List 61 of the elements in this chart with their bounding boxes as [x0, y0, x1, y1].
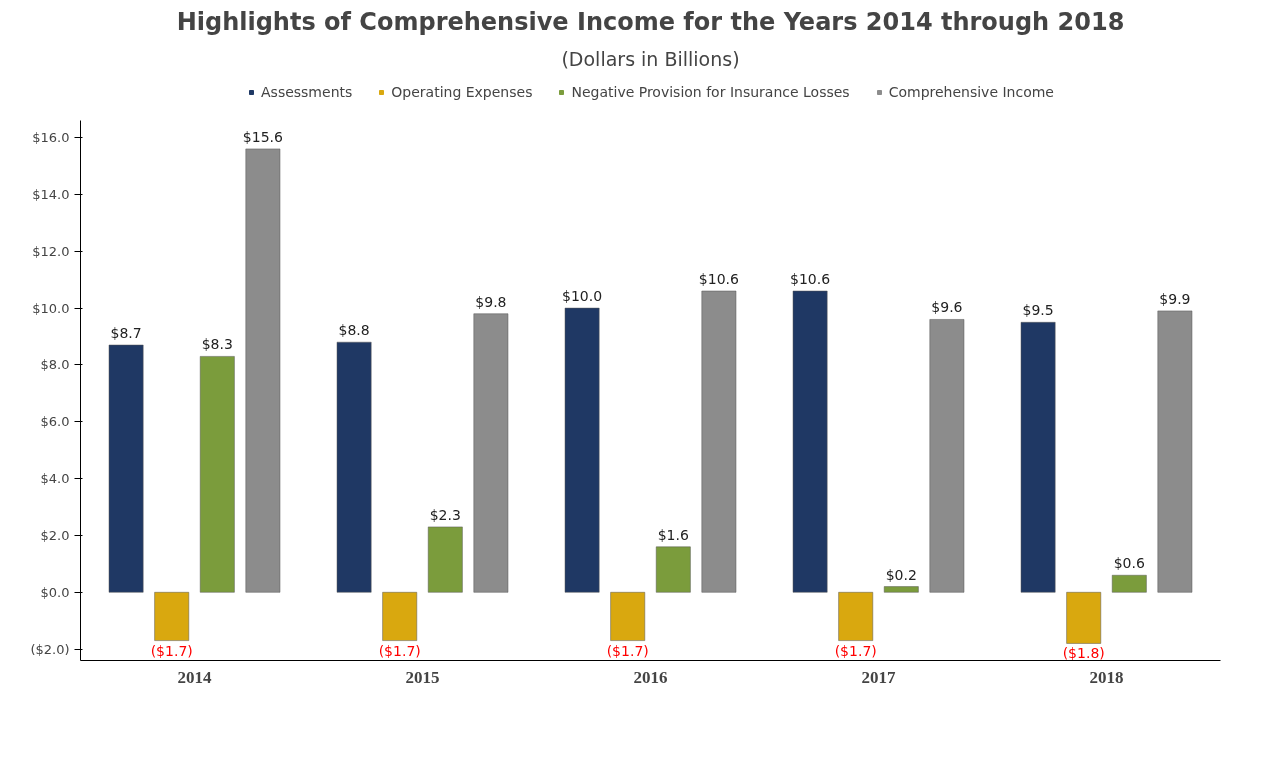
data-label: $0.2	[885, 566, 917, 583]
data-label: ($1.7)	[606, 642, 649, 659]
y-tick-label: $4.0	[40, 471, 70, 487]
data-label: $8.3	[201, 336, 233, 353]
legend-label: Negative Provision for Insurance Losses	[571, 84, 850, 100]
legend-label: Comprehensive Income	[888, 84, 1054, 100]
bar	[427, 526, 463, 593]
data-label: $8.7	[110, 325, 142, 342]
data-label: $9.8	[475, 293, 507, 310]
legend-label: Operating Expenses	[391, 84, 533, 100]
bar	[655, 546, 691, 593]
data-label: $0.6	[1113, 555, 1145, 572]
data-label: ($1.7)	[150, 642, 193, 659]
y-tick-label: ($2.0)	[30, 641, 70, 657]
data-label: $2.3	[429, 506, 461, 523]
bar	[1157, 310, 1193, 593]
bar	[245, 148, 281, 593]
x-tick-label: 2018	[1089, 667, 1124, 687]
data-label: ($1.7)	[834, 642, 877, 659]
data-label: $15.6	[242, 128, 284, 145]
bar	[701, 290, 737, 593]
data-label: ($1.8)	[1062, 645, 1105, 662]
data-label: $10.6	[698, 271, 740, 288]
data-label: $8.8	[338, 322, 370, 339]
bar	[792, 290, 828, 593]
bar	[1111, 574, 1147, 593]
data-label: $9.5	[1022, 302, 1054, 319]
y-tick-label: $0.0	[40, 584, 70, 600]
bar	[154, 592, 190, 641]
y-tick-label: $6.0	[40, 414, 70, 430]
bar	[473, 313, 509, 593]
chart-subtitle: (Dollars in Billions)	[561, 47, 740, 70]
bar	[1020, 322, 1056, 593]
data-label: ($1.7)	[378, 642, 421, 659]
x-tick-label: 2017	[861, 667, 896, 687]
y-tick-label: $8.0	[40, 357, 70, 373]
data-label: $1.6	[657, 526, 689, 543]
bar	[1066, 592, 1102, 644]
x-tick-label: 2016	[633, 667, 668, 687]
x-tick-label: 2014	[177, 667, 212, 687]
bar	[336, 341, 372, 593]
legend-label: Assessments	[261, 84, 353, 100]
bar	[610, 592, 646, 641]
data-label: $10.0	[562, 288, 603, 305]
data-label: $10.6	[790, 271, 831, 288]
data-label: $9.6	[931, 299, 963, 316]
bar	[838, 592, 874, 641]
y-tick-label: $14.0	[32, 186, 70, 202]
bar	[929, 319, 965, 593]
x-tick-label: 2015	[405, 667, 440, 687]
chart-title: Highlights of Comprehensive Income for the Years 2014 through 2018	[176, 7, 1125, 36]
bar	[883, 586, 919, 593]
data-label: $9.9	[1159, 290, 1191, 307]
bar	[108, 344, 144, 593]
bar	[199, 356, 235, 593]
y-tick-label: $10.0	[32, 300, 70, 316]
bar	[564, 307, 600, 593]
y-tick-label: $16.0	[32, 130, 70, 146]
bar	[382, 592, 418, 641]
y-tick-label: $2.0	[40, 527, 70, 543]
y-tick-label: $12.0	[32, 243, 70, 259]
